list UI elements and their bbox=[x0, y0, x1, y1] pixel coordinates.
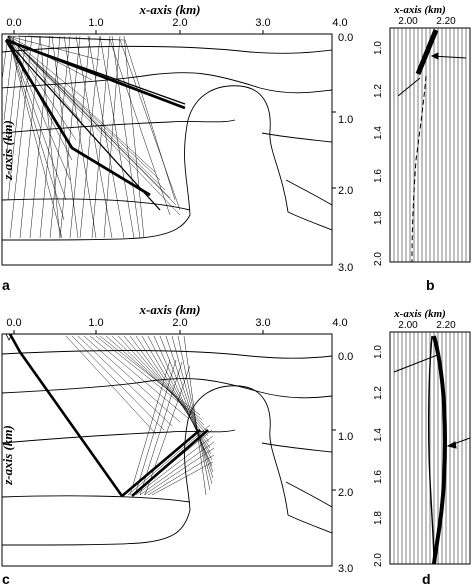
panel-c-x-tick-2: 2.0 bbox=[172, 317, 187, 329]
panel-d-x-tick-0: 2.00 bbox=[398, 320, 418, 331]
panel-c: x-axis (km) 0.0 1.0 2.0 3.0 4.0 0.0 1.0 … bbox=[0, 302, 353, 587]
panel-d-t-tick-0: 1.0 bbox=[373, 345, 384, 359]
panel-b-x-tick-1: 2.20 bbox=[436, 16, 456, 27]
panel-a-z-tick-3: 3.0 bbox=[338, 262, 353, 274]
panel-d-x-title: x-axis (km) bbox=[393, 308, 446, 320]
panel-a-z-title: z-axis (km) bbox=[0, 120, 15, 181]
panel-d-t-tick-5: 2.0 bbox=[373, 553, 384, 567]
panel-a-x-tick-1: 1.0 bbox=[88, 17, 103, 29]
panel-c-x-tick-3: 3.0 bbox=[255, 317, 270, 329]
panel-a-label: a bbox=[2, 277, 10, 293]
panel-b-t-tick-5: 2.0 bbox=[373, 252, 384, 266]
panel-b-t-tick-4: 1.8 bbox=[373, 211, 384, 225]
panel-b-t-tick-0: 1.0 bbox=[373, 41, 384, 55]
panel-c-z-tick-2: 2.0 bbox=[338, 487, 353, 499]
panel-d-traces bbox=[393, 332, 467, 564]
panel-c-x-tick-0: 0.0 bbox=[6, 317, 21, 329]
panel-c-rays bbox=[65, 335, 215, 496]
panel-c-x-title: x-axis (km) bbox=[138, 302, 200, 317]
panel-b-x-title: x-axis (km) bbox=[393, 4, 446, 16]
panel-a-frame bbox=[1, 33, 333, 266]
panel-d-t-tick-1: 1.2 bbox=[373, 386, 384, 400]
panel-c-label: c bbox=[2, 571, 10, 587]
panel-c-z-tick-1: 1.0 bbox=[338, 431, 353, 443]
panel-d: x-axis (km) 2.00 2.20 1.0 1.2 1.4 1.6 1.… bbox=[373, 308, 471, 587]
panel-a-x-title: x-axis (km) bbox=[138, 2, 200, 17]
panel-c-z-tick-3: 3.0 bbox=[338, 563, 353, 575]
panel-a-x-tick-0: 0.0 bbox=[6, 17, 21, 29]
panel-a-x-tick-4: 4.0 bbox=[332, 17, 347, 29]
panel-d-x-tick-1: 2.20 bbox=[436, 320, 456, 331]
panel-d-t-tick-4: 1.8 bbox=[373, 511, 384, 525]
panel-d-label: d bbox=[422, 571, 431, 587]
panel-c-z-title: z-axis (km) bbox=[0, 425, 15, 486]
panel-a-z-tick-0: 0.0 bbox=[338, 32, 353, 44]
panel-d-t-tick-2: 1.4 bbox=[373, 428, 384, 442]
panel-a: x-axis (km) 0.0 1.0 2.0 3.0 4.0 0.0 1.0 … bbox=[0, 2, 353, 293]
panel-a-z-tick-2: 2.0 bbox=[338, 185, 353, 197]
panel-b-t-tick-1: 1.2 bbox=[373, 84, 384, 98]
panel-a-x-tick-2: 2.0 bbox=[172, 17, 187, 29]
panel-c-x-tick-4: 4.0 bbox=[332, 317, 347, 329]
panel-a-x-tick-3: 3.0 bbox=[255, 17, 270, 29]
panel-b-t-tick-2: 1.4 bbox=[373, 126, 384, 140]
panel-c-x-tick-1: 1.0 bbox=[88, 317, 103, 329]
panel-b-x-tick-0: 2.00 bbox=[398, 16, 418, 27]
panel-c-z-tick-0: 0.0 bbox=[338, 351, 353, 363]
panel-c-ray-bundle bbox=[8, 333, 209, 497]
panel-a-z-tick-1: 1.0 bbox=[338, 114, 353, 126]
panel-c-interfaces bbox=[1, 350, 333, 546]
panel-a-interfaces bbox=[1, 45, 333, 241]
panel-d-t-tick-3: 1.6 bbox=[373, 470, 384, 484]
panel-a-rays bbox=[1, 35, 181, 239]
panel-b-t-tick-3: 1.6 bbox=[373, 169, 384, 183]
panel-b-traces bbox=[393, 28, 467, 262]
panel-b-label: b bbox=[426, 277, 435, 293]
panel-b: x-axis (km) 2.00 2.20 1.0 1.2 1.4 1.6 1.… bbox=[373, 4, 471, 293]
panel-c-frame bbox=[1, 333, 333, 567]
